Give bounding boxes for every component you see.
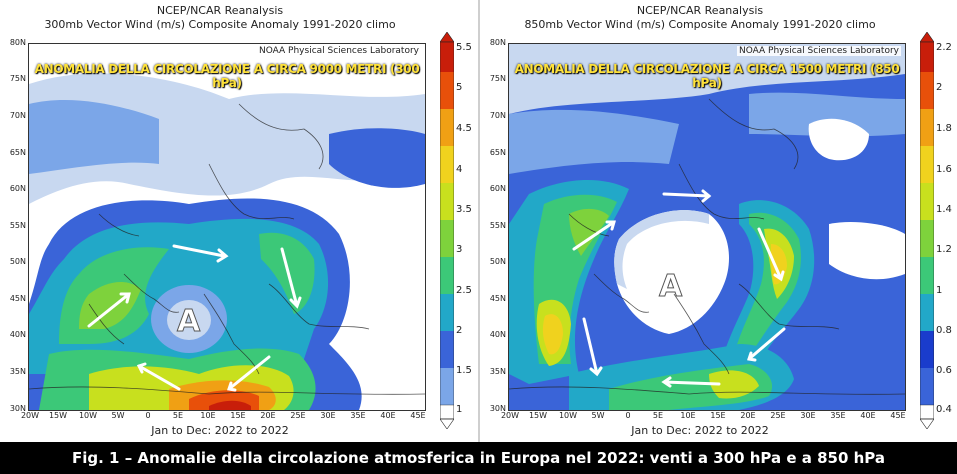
lon-label: 0: [145, 411, 151, 420]
lat-label: 70N: [9, 111, 26, 120]
lat-label: 45N: [489, 294, 506, 303]
panel-title-line2: 300mb Vector Wind (m/s) Composite Anomal…: [44, 18, 396, 31]
lon-label: 45E: [890, 411, 906, 420]
wind-anomaly-map-850: A: [509, 44, 905, 410]
lon-label: 5E: [652, 411, 664, 420]
colorbar-tick: 1.4: [936, 204, 952, 215]
figure-caption: Fig. 1 – Anomalie della circolazione atm…: [0, 442, 957, 474]
colorbar-tick: 2.5: [456, 285, 472, 296]
lat-label: 80N: [9, 38, 26, 47]
panel-title-line1: NCEP/NCAR Reanalysis: [156, 4, 284, 17]
colorbar-tick: 1.8: [936, 123, 952, 134]
lon-label: 20W: [500, 411, 520, 420]
lon-label: 25E: [770, 411, 786, 420]
lon-label: 15W: [48, 411, 68, 420]
lon-label: 30E: [320, 411, 336, 420]
colorbar-tick: 1.5: [456, 365, 472, 376]
lon-label: 35E: [350, 411, 366, 420]
lat-label: 60N: [9, 184, 26, 193]
lon-label: 15W: [528, 411, 548, 420]
colorbar-tick: 2.2: [936, 42, 952, 53]
lat-label: 30N: [9, 404, 26, 413]
colorbar-tick: 1.6: [936, 164, 952, 175]
lon-label: 25E: [290, 411, 306, 420]
lon-label: 10E: [200, 411, 216, 420]
colorbar-tick: 1: [456, 404, 463, 415]
lon-label: 15E: [230, 411, 246, 420]
lon-label: 15E: [710, 411, 726, 420]
credit-label: NOAA Physical Sciences Laboratory: [736, 46, 901, 56]
colorbar-tick: 0.6: [936, 365, 952, 376]
lat-label: 35N: [9, 367, 26, 376]
map-850hpa: A NOAA Physical Sciences Laboratory ANOM…: [508, 43, 906, 411]
panel-850hpa: NCEP/NCAR Reanalysis 850mb Vector Wind (…: [480, 0, 957, 442]
lat-label: 35N: [489, 367, 506, 376]
colorbar-tick: 4.5: [456, 123, 472, 134]
date-range: Jan to Dec: 2022 to 2022: [151, 424, 289, 437]
colorbar: [440, 32, 454, 429]
lon-label: 30E: [800, 411, 816, 420]
date-range: Jan to Dec: 2022 to 2022: [631, 424, 769, 437]
wind-anomaly-map-300: A: [29, 44, 425, 410]
anticyclone-marker: A: [177, 304, 201, 339]
overlay-title: ANOMALIA DELLA CIRCOLAZIONE A CIRCA 1500…: [514, 62, 900, 90]
colorbar-tick: 2: [936, 82, 943, 93]
colorbar-tick: 5: [456, 82, 463, 93]
lat-label: 60N: [489, 184, 506, 193]
lat-label: 50N: [489, 257, 506, 266]
lon-label: 5E: [172, 411, 184, 420]
lat-label: 80N: [489, 38, 506, 47]
anticyclone-marker: A: [659, 269, 683, 304]
lon-label: 20E: [740, 411, 756, 420]
lon-label: 10E: [680, 411, 696, 420]
colorbar-tick: 3.5: [456, 204, 472, 215]
lon-label: 35E: [830, 411, 846, 420]
colorbar-tick: 1.2: [936, 244, 952, 255]
colorbar: [920, 32, 934, 429]
colorbar-tick: 0.4: [936, 404, 952, 415]
lon-label: 5W: [111, 411, 125, 420]
map-300hpa: A NOAA Physical Sciences Laboratory ANOM…: [28, 43, 426, 411]
overlay-title: ANOMALIA DELLA CIRCOLAZIONE A CIRCA 9000…: [34, 62, 420, 90]
colorbar-tick: 4: [456, 164, 463, 175]
lat-label: 40N: [489, 330, 506, 339]
lon-label: 10W: [78, 411, 98, 420]
colorbar-tick: 5.5: [456, 42, 472, 53]
lon-label: 5W: [591, 411, 605, 420]
panel-300hpa: NCEP/NCAR Reanalysis 300mb Vector Wind (…: [0, 0, 478, 442]
lon-label: 45E: [410, 411, 426, 420]
panel-title-line1: NCEP/NCAR Reanalysis: [636, 4, 764, 17]
lat-label: 30N: [489, 404, 506, 413]
lon-label: 10W: [558, 411, 578, 420]
credit-label: NOAA Physical Sciences Laboratory: [256, 46, 421, 56]
lat-label: 55N: [489, 221, 506, 230]
lon-label: 40E: [860, 411, 876, 420]
lon-label: 0: [625, 411, 631, 420]
panel-title-line2: 850mb Vector Wind (m/s) Composite Anomal…: [524, 18, 876, 31]
lat-label: 65N: [9, 148, 26, 157]
colorbar-tick: 3: [456, 244, 463, 255]
lat-label: 50N: [9, 257, 26, 266]
lat-label: 45N: [9, 294, 26, 303]
lat-label: 40N: [9, 330, 26, 339]
lon-label: 40E: [380, 411, 396, 420]
colorbar-tick: 0.8: [936, 325, 952, 336]
lon-label: 20W: [20, 411, 40, 420]
lat-label: 75N: [9, 74, 26, 83]
colorbar-tick: 1: [936, 285, 943, 296]
lat-label: 70N: [489, 111, 506, 120]
lat-label: 55N: [9, 221, 26, 230]
panel-divider: [478, 0, 480, 442]
lon-label: 20E: [260, 411, 276, 420]
colorbar-tick: 2: [456, 325, 463, 336]
lat-label: 75N: [489, 74, 506, 83]
lat-label: 65N: [489, 148, 506, 157]
